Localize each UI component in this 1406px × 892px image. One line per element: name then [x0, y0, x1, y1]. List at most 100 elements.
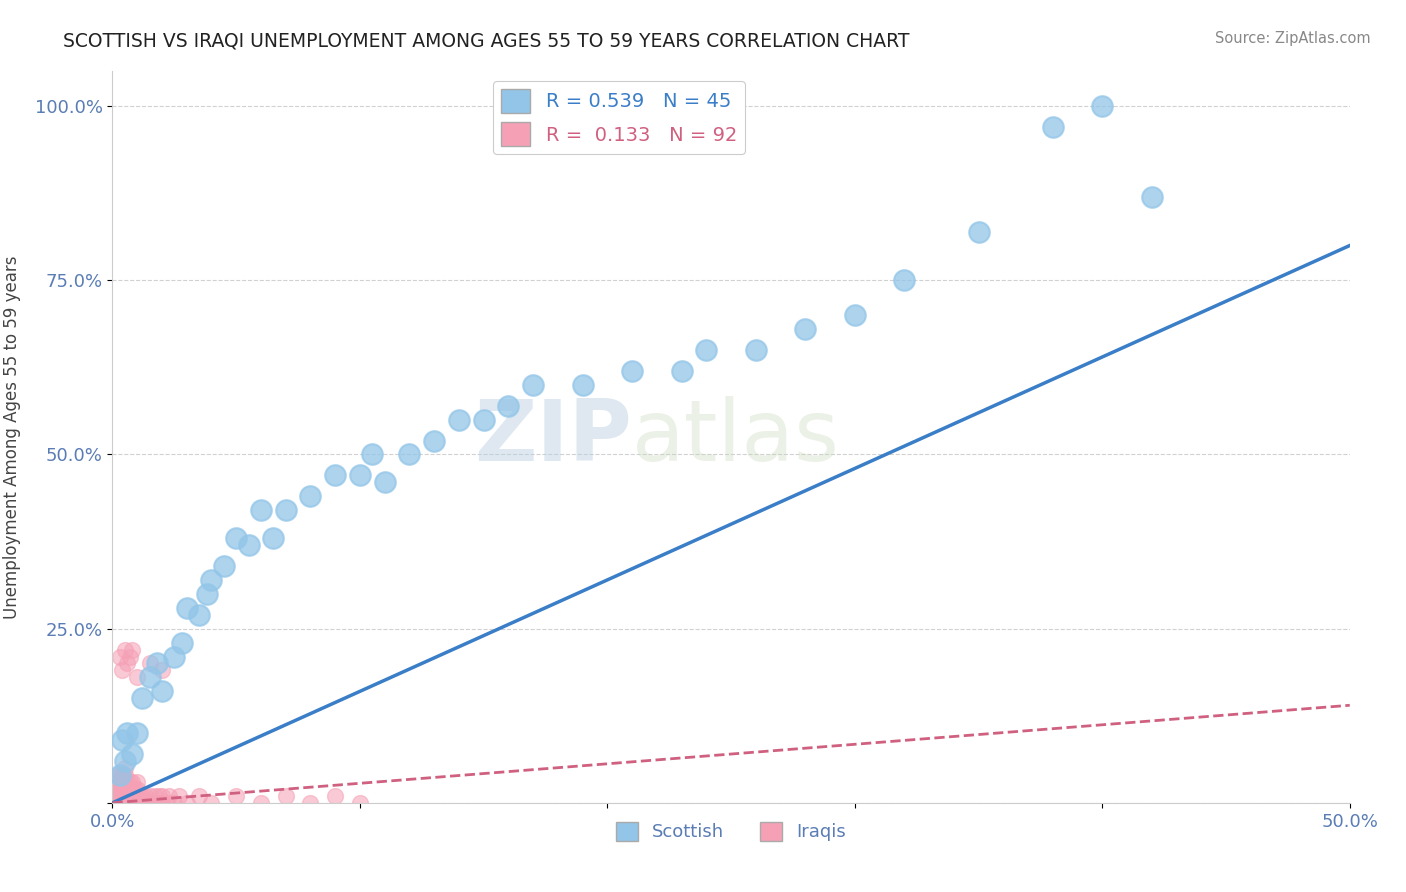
- Point: [114, 781, 136, 796]
- Point: [127, 789, 149, 803]
- Point: [146, 657, 169, 671]
- Point: [117, 796, 139, 810]
- Point: [188, 607, 211, 622]
- Point: [323, 468, 346, 483]
- Point: [107, 789, 129, 803]
- Point: [361, 448, 384, 462]
- Point: [118, 796, 141, 810]
- Point: [323, 789, 346, 803]
- Point: [200, 573, 222, 587]
- Point: [262, 531, 284, 545]
- Point: [169, 789, 191, 803]
- Point: [127, 670, 149, 684]
- Point: [146, 796, 169, 810]
- Point: [108, 768, 131, 782]
- Point: [138, 657, 160, 671]
- Point: [114, 796, 136, 810]
- Point: [114, 768, 136, 782]
- Point: [143, 789, 166, 803]
- Point: [522, 377, 544, 392]
- Point: [108, 789, 131, 803]
- Point: [163, 649, 186, 664]
- Point: [299, 796, 322, 810]
- Point: [1042, 120, 1064, 134]
- Point: [124, 796, 146, 810]
- Point: [108, 781, 131, 796]
- Point: [118, 796, 141, 810]
- Point: [176, 600, 198, 615]
- Text: atlas: atlas: [633, 395, 841, 479]
- Point: [121, 642, 143, 657]
- Point: [118, 781, 141, 796]
- Point: [250, 503, 273, 517]
- Point: [671, 364, 693, 378]
- Point: [117, 789, 139, 803]
- Point: [124, 796, 146, 810]
- Point: [127, 781, 149, 796]
- Point: [498, 399, 520, 413]
- Point: [423, 434, 446, 448]
- Point: [114, 754, 136, 768]
- Point: [114, 642, 136, 657]
- Point: [238, 538, 260, 552]
- Point: [111, 664, 134, 678]
- Point: [148, 789, 170, 803]
- Point: [121, 796, 143, 810]
- Point: [117, 726, 139, 740]
- Point: [117, 796, 139, 810]
- Point: [118, 649, 141, 664]
- Point: [111, 796, 134, 810]
- Point: [114, 761, 136, 775]
- Point: [111, 796, 134, 810]
- Point: [225, 789, 247, 803]
- Point: [121, 789, 143, 803]
- Point: [150, 684, 173, 698]
- Point: [212, 558, 235, 573]
- Point: [447, 412, 470, 426]
- Point: [104, 781, 127, 796]
- Point: [121, 747, 143, 761]
- Point: [150, 796, 173, 810]
- Point: [138, 789, 160, 803]
- Point: [131, 691, 153, 706]
- Point: [398, 448, 420, 462]
- Point: [131, 796, 153, 810]
- Point: [1140, 190, 1163, 204]
- Point: [117, 775, 139, 789]
- Point: [108, 768, 131, 782]
- Point: [274, 789, 297, 803]
- Point: [111, 781, 134, 796]
- Point: [150, 664, 173, 678]
- Point: [349, 468, 371, 483]
- Point: [176, 796, 198, 810]
- Point: [111, 775, 134, 789]
- Point: [107, 796, 129, 810]
- Point: [136, 796, 159, 810]
- Point: [124, 781, 146, 796]
- Point: [108, 775, 131, 789]
- Point: [118, 775, 141, 789]
- Point: [114, 789, 136, 803]
- Point: [157, 789, 180, 803]
- Point: [121, 781, 143, 796]
- Point: [893, 273, 915, 287]
- Point: [104, 796, 127, 810]
- Point: [121, 775, 143, 789]
- Point: [150, 789, 173, 803]
- Point: [117, 657, 139, 671]
- Point: [250, 796, 273, 810]
- Point: [472, 412, 495, 426]
- Point: [127, 796, 149, 810]
- Point: [127, 775, 149, 789]
- Point: [374, 475, 396, 490]
- Point: [138, 670, 160, 684]
- Point: [128, 796, 150, 810]
- Point: [200, 796, 222, 810]
- Point: [117, 781, 139, 796]
- Point: [108, 649, 131, 664]
- Point: [1091, 99, 1114, 113]
- Point: [108, 796, 131, 810]
- Point: [111, 768, 134, 782]
- Point: [156, 796, 179, 810]
- Point: [114, 796, 136, 810]
